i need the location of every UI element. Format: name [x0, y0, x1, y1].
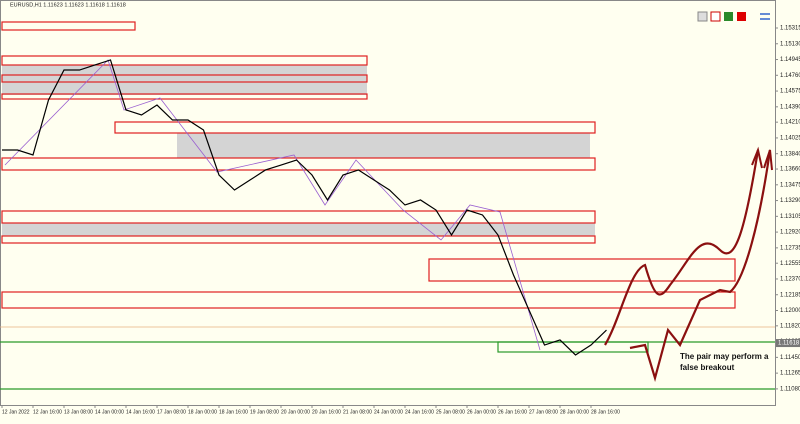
zone [428, 258, 736, 282]
y-tick-label: 1.14390 [780, 104, 800, 110]
zone [1, 21, 136, 31]
x-tick-label: 28 Jan 16:00 [591, 409, 620, 415]
y-tick-label: 1.12370 [780, 277, 800, 283]
zone [1, 157, 596, 171]
x-tick-label: 27 Jan 08:00 [529, 409, 558, 415]
zone [1, 74, 368, 83]
y-tick-label: 1.11820 [780, 323, 800, 329]
y-tick-label: 1.14575 [780, 89, 800, 95]
x-tick-label: 12 Jan 2022 [2, 409, 30, 415]
x-tick-label: 13 Jan 08:00 [64, 409, 93, 415]
zone [2, 65, 367, 95]
toolbar-button[interactable] [737, 12, 746, 21]
zigzag [4, 59, 541, 351]
zone [1, 291, 736, 309]
y-tick-label: 1.13290 [780, 198, 800, 204]
zone [1, 55, 368, 66]
x-tick-label: 26 Jan 00:00 [467, 409, 496, 415]
x-tick-label: 24 Jan 00:00 [374, 409, 403, 415]
y-tick-label: 1.11080 [780, 386, 800, 392]
annotation-line: The pair may perform a [680, 352, 769, 361]
y-tick-label: 1.12555 [780, 261, 800, 267]
y-tick-label: 1.14760 [780, 73, 800, 79]
zone [1, 93, 368, 100]
y-tick-label: 1.14025 [780, 136, 800, 142]
toolbar-button[interactable] [710, 11, 721, 22]
y-tick-label: 1.12735 [780, 245, 800, 251]
zone [1, 235, 596, 244]
x-tick-label: 24 Jan 16:00 [405, 409, 434, 415]
forecast-arrow [751, 146, 773, 171]
x-tick-label: 18 Jan 00:00 [188, 409, 217, 415]
symbol-info: EURUSD,H1 1.11623 1.11623 1.11618 1.1161… [10, 2, 126, 8]
y-tick-label: 1.15130 [780, 41, 800, 47]
current-price-label: 1.11618 [778, 341, 800, 347]
y-tick-label: 1.14945 [780, 57, 800, 63]
current-price-box [776, 339, 800, 348]
plot-area [0, 0, 776, 406]
x-tick-label: 17 Jan 08:00 [157, 409, 186, 415]
y-tick-label: 1.15315 [780, 26, 800, 32]
y-tick-label: 1.12000 [780, 308, 800, 314]
forecast-path [604, 149, 772, 382]
zone [114, 121, 596, 134]
y-tick-label: 1.11450 [780, 355, 800, 361]
toolbar[interactable] [697, 11, 770, 22]
x-tick-label: 21 Jan 08:00 [343, 409, 372, 415]
y-tick-label: 1.12920 [780, 230, 800, 236]
y-tick-label: 1.13475 [780, 182, 800, 188]
zones [0, 21, 775, 390]
y-tick-label: 1.12185 [780, 292, 800, 298]
x-tick-label: 28 Jan 00:00 [560, 409, 589, 415]
y-tick-label: 1.14210 [780, 120, 800, 126]
price-line [2, 59, 607, 356]
x-tick-label: 18 Jan 16:00 [219, 409, 248, 415]
x-tick-label: 14 Jan 16:00 [126, 409, 155, 415]
zone [177, 133, 590, 158]
toolbar-button[interactable] [697, 11, 708, 22]
x-tick-label: 25 Jan 08:00 [436, 409, 465, 415]
annotation-line: false breakout [680, 363, 735, 372]
zone [1, 210, 596, 224]
y-tick-label: 1.13840 [780, 151, 800, 157]
x-tick-label: 19 Jan 08:00 [250, 409, 279, 415]
x-tick-label: 20 Jan 00:00 [281, 409, 310, 415]
x-tick-label: 20 Jan 16:00 [312, 409, 341, 415]
x-tick-label: 12 Jan 16:00 [33, 409, 62, 415]
annotation: The pair may perform a false breakout [680, 352, 769, 372]
toolbar-button[interactable] [724, 12, 733, 21]
y-tick-label: 1.13660 [780, 167, 800, 173]
y-tick-label: 1.11265 [780, 371, 800, 377]
y-tick-label: 1.13105 [780, 214, 800, 220]
x-tick-label: 14 Jan 00:00 [95, 409, 124, 415]
x-tick-label: 26 Jan 16:00 [498, 409, 527, 415]
